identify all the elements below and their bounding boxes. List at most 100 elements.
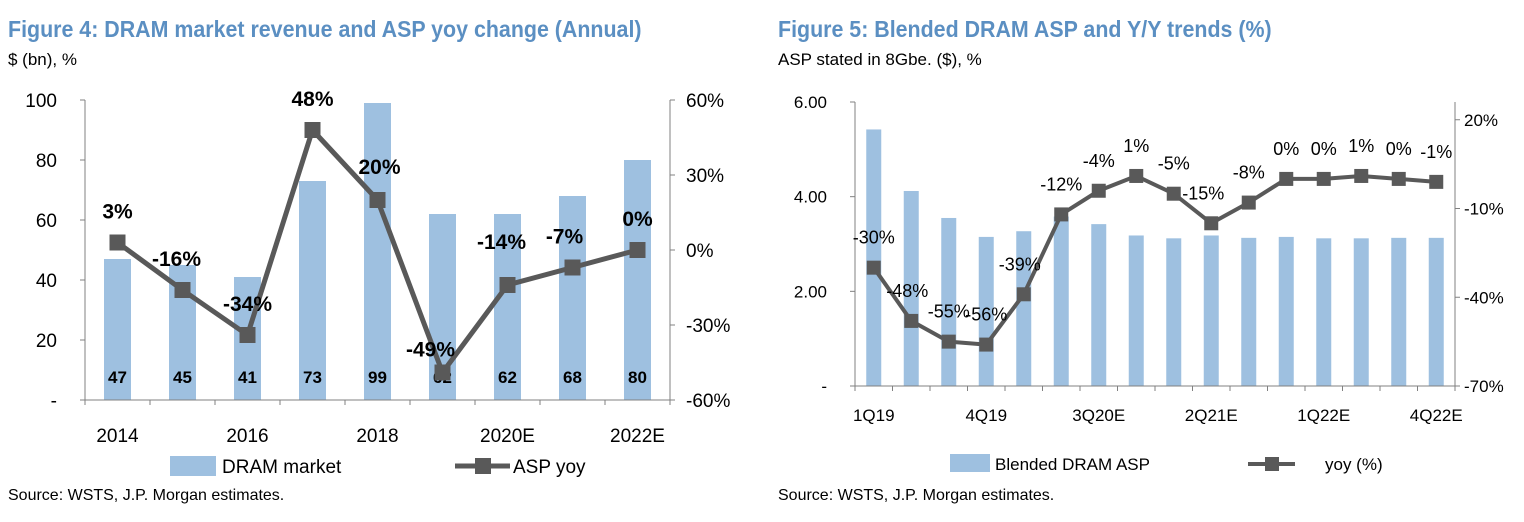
legend-label-asp-yoy: ASP yoy	[513, 457, 586, 478]
bar-blended-asp-1Q22E	[1316, 238, 1332, 386]
figure-4-source: Source: WSTS, J.P. Morgan estimates.	[8, 487, 285, 504]
bar-dram-market-2014	[104, 259, 131, 400]
bar-blended-asp-2Q19	[903, 190, 919, 386]
line-data-label: -8%	[1233, 163, 1265, 183]
bar-dram-market-2020E	[494, 214, 521, 400]
x-tick-label: 4Q22E	[1410, 406, 1463, 425]
bar-data-label: 62	[498, 368, 517, 387]
bar-blended-asp-1Q21E	[1166, 238, 1182, 386]
line-data-label: 1%	[1123, 136, 1149, 156]
figure-4-subtitle: $ (bn), %	[8, 50, 77, 69]
figure-5-subtitle: ASP stated in 8Gbe. ($), %	[778, 50, 982, 69]
line-data-label: 20%	[358, 156, 400, 179]
bar-dram-market-2018	[364, 103, 391, 400]
marker-yoy-4Q21E	[1279, 171, 1294, 186]
figure-5-panel: Figure 5: Blended DRAM ASP and Y/Y trend…	[770, 0, 1524, 522]
line-data-label: -5%	[1158, 154, 1190, 174]
line-data-label: -56%	[965, 305, 1007, 325]
left-tick-label: 40	[36, 271, 57, 292]
marker-asp-yoy-2022E	[629, 242, 646, 258]
line-data-label: 1%	[1348, 136, 1374, 156]
line-data-label: -1%	[1420, 142, 1452, 162]
right-tick-label: -40%	[1464, 288, 1504, 307]
x-tick-label: 2Q21E	[1185, 406, 1238, 425]
right-tick-label: 30%	[686, 166, 724, 187]
left-tick-label: 60	[36, 211, 57, 232]
legend-label-dram-market: DRAM market	[222, 457, 342, 478]
legend-swatch-blended-asp	[950, 454, 990, 472]
line-data-label: -39%	[999, 254, 1041, 274]
line-data-label: 0%	[1386, 139, 1412, 159]
bar-dram-market-2017	[299, 181, 326, 400]
marker-yoy-1Q19	[866, 260, 881, 275]
bar-dram-market-2021E	[559, 196, 586, 400]
line-data-label: -55%	[928, 302, 970, 322]
right-tick-label: -70%	[1464, 377, 1504, 396]
bar-dram-market-2022E	[624, 160, 651, 400]
x-tick-label: 3Q20E	[1072, 406, 1125, 425]
figure-5-title: Figure 5: Blended DRAM ASP and Y/Y trend…	[778, 16, 1272, 42]
line-data-label: 48%	[291, 88, 333, 111]
marker-asp-yoy-2018	[369, 192, 386, 208]
bar-blended-asp-3Q22E	[1391, 237, 1407, 386]
line-data-label: -30%	[853, 228, 895, 248]
bar-data-label: 68	[563, 368, 582, 387]
line-data-label: -48%	[886, 281, 928, 301]
figure-5-chart: - 2.00 4.00 6.00 -70% -40% -10% 20% 1Q19 4Q19 3Q20…	[794, 93, 1504, 474]
marker-asp-yoy-2017	[304, 122, 321, 138]
marker-asp-yoy-2015	[174, 282, 191, 298]
bar-data-label: 45	[173, 368, 192, 387]
bar-blended-asp-4Q20E	[1128, 235, 1144, 386]
line-data-label: -7%	[546, 226, 584, 249]
x-tick-label: 4Q19	[965, 406, 1007, 425]
bar-blended-asp-1Q19	[866, 129, 882, 386]
line-yoy	[872, 173, 1437, 347]
legend-marker-yoy	[1265, 457, 1279, 471]
marker-asp-yoy-2014	[109, 234, 126, 251]
bar-blended-asp-1Q20	[1016, 231, 1032, 386]
line-data-label: 3%	[102, 201, 133, 224]
x-tick-label: 2020E	[480, 426, 535, 447]
line-data-label: -15%	[1182, 183, 1224, 203]
marker-yoy-2Q21E	[1204, 216, 1219, 231]
marker-yoy-3Q22E	[1391, 171, 1406, 186]
marker-yoy-4Q22E	[1429, 174, 1444, 189]
bar-blended-asp-2Q22E	[1353, 238, 1369, 386]
right-tick-label: -60%	[686, 391, 730, 412]
x-tick-label: 1Q22E	[1297, 406, 1350, 425]
left-tick-label: 4.00	[794, 188, 827, 207]
figure-4-chart: - 20 40 60 80 100 -60% -30% 0% 30% 60% 2014 2016 2018…	[25, 88, 730, 478]
bar-blended-asp-2Q21E	[1203, 235, 1219, 386]
marker-yoy-1Q22E	[1316, 171, 1331, 186]
line-data-label: -16%	[152, 248, 201, 271]
marker-yoy-3Q21E	[1241, 195, 1256, 210]
marker-yoy-3Q20E	[1091, 183, 1106, 198]
right-tick-label: 20%	[1464, 111, 1498, 130]
marker-yoy-2Q22E	[1354, 168, 1369, 183]
figure-4-title: Figure 4: DRAM market revenue and ASP yo…	[8, 16, 642, 42]
right-tick-label: -30%	[686, 316, 730, 337]
line-data-label: -34%	[223, 293, 272, 316]
marker-yoy-1Q20	[1016, 287, 1031, 302]
x-tick-label: 2022E	[610, 426, 665, 447]
legend-marker-asp-yoy	[475, 458, 491, 474]
legend-label-yoy: yoy (%)	[1325, 455, 1383, 474]
line-data-label: 0%	[622, 208, 653, 231]
bar-data-label: 47	[108, 368, 127, 387]
line-data-label: -49%	[406, 339, 455, 362]
figure-5-source: Source: WSTS, J.P. Morgan estimates.	[778, 487, 1055, 504]
bar-data-label: 80	[628, 368, 647, 387]
x-tick-label: 2018	[356, 426, 398, 447]
x-tick-label: 2016	[226, 426, 268, 447]
left-tick-label: -	[51, 391, 57, 412]
bar-blended-asp-3Q20E	[1091, 224, 1107, 386]
marker-yoy-4Q19	[979, 337, 994, 352]
x-tick-label: 2014	[96, 426, 139, 447]
line-data-label: -14%	[477, 231, 526, 254]
bar-data-label: 99	[368, 368, 387, 387]
bar-blended-asp-4Q22E	[1428, 237, 1444, 386]
marker-yoy-1Q21E	[1166, 186, 1181, 201]
left-tick-label: -	[821, 377, 827, 396]
bar-blended-asp-4Q21E	[1278, 236, 1294, 386]
marker-asp-yoy-2021E	[564, 259, 581, 276]
